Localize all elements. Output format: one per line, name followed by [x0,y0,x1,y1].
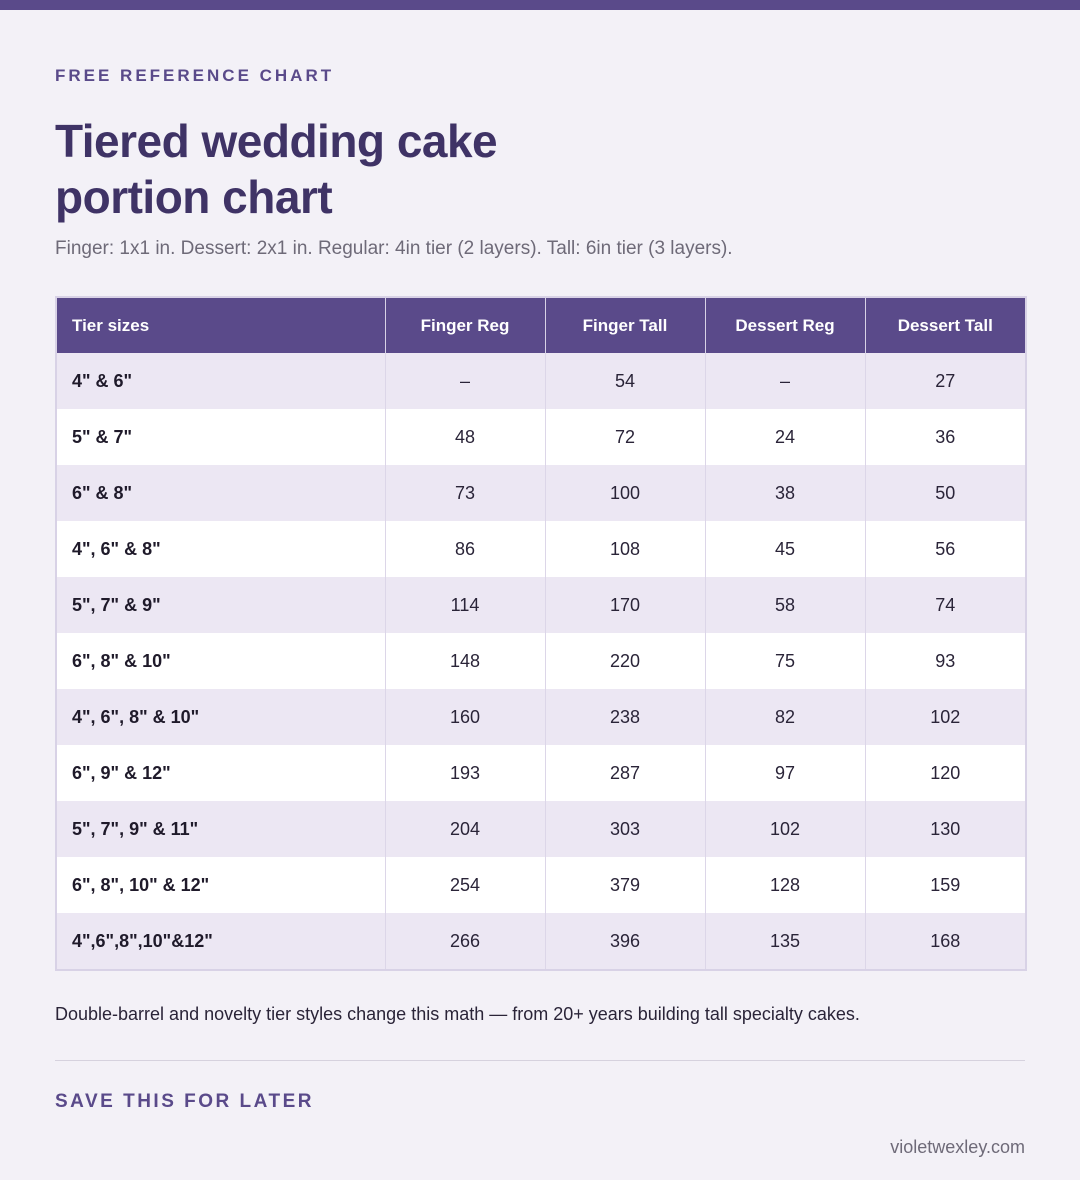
cell-dessert-reg: 24 [705,409,866,465]
cell-finger-reg: – [385,353,546,409]
cell-finger-tall: 100 [545,465,706,521]
cell-tier-sizes: 5" & 7" [57,409,386,465]
table-body: 4" & 6" –54–27 5" & 7" 48 72 24 36 6" & 8" 73 100… [57,353,1025,969]
cell-finger-tall: 54 [545,353,706,409]
cell-tier-sizes: 6", 8" & 10" [57,633,386,689]
eyebrow-label: FREE REFERENCE CHART [55,66,335,85]
portion-table-container: Tier sizes Finger Reg Finger Tall Desser… [55,296,1027,971]
cell-finger-tall: 108 [545,521,706,577]
divider [55,1060,1025,1061]
cell-finger-tall: 72 [545,409,706,465]
cell-finger-tall: 220 [545,633,706,689]
cell-dessert-reg: 38 [705,465,866,521]
cell-tier-sizes: 6", 9" & 12" [57,745,386,801]
cell-dessert-reg: 82 [705,689,866,745]
table-row: 6", 8" & 10" 148 220 75 93 [57,633,1025,689]
cell-dessert-tall: 120 [865,745,1025,801]
table-row: 6" & 8" 73 100 38 50 [57,465,1025,521]
cell-dessert-tall: 56 [865,521,1025,577]
cell-dessert-tall: 74 [865,577,1025,633]
cell-tier-sizes: 6", 8", 10" & 12" [57,857,386,913]
table-header-row: Tier sizes Finger Reg Finger Tall Desser… [57,298,1025,353]
cell-dessert-tall: 36 [865,409,1025,465]
table-row: 6", 9" & 12" 193 287 97 120 [57,745,1025,801]
cell-tier-sizes: 4", 6", 8" & 10" [57,689,386,745]
cell-dessert-reg: 135 [705,913,866,969]
table-row: 4", 6" & 8" 86 108 45 56 [57,521,1025,577]
cell-finger-tall: 238 [545,689,706,745]
site-url: violetwexley.com [890,1137,1025,1157]
cell-dessert-tall: 159 [865,857,1025,913]
cell-finger-reg: 114 [385,577,546,633]
cell-tier-sizes: 5", 7", 9" & 11" [57,801,386,857]
table-row: 5", 7", 9" & 11" 204 303 102 130 [57,801,1025,857]
cell-finger-reg: 254 [385,857,546,913]
portion-table: Tier sizes Finger Reg Finger Tall Desser… [57,298,1025,969]
cell-tier-sizes: 4", 6" & 8" [57,521,386,577]
cell-dessert-tall: 27 [865,353,1025,409]
cell-tier-sizes: 4" & 6" [57,353,386,409]
cell-dessert-tall: 50 [865,465,1025,521]
cell-finger-reg: 160 [385,689,546,745]
footnote: Double-barrel and novelty tier styles ch… [55,1004,860,1024]
cell-finger-tall: 379 [545,857,706,913]
cell-tier-sizes: 4",6",8",10"&12" [57,913,386,969]
cell-dessert-reg: 102 [705,801,866,857]
page-title: Tiered wedding cake portion chart [55,113,498,225]
table-row: 4",6",8",10"&12" 266 396 135 168 [57,913,1025,969]
cell-dessert-tall: 93 [865,633,1025,689]
cell-finger-reg: 204 [385,801,546,857]
table-row: 5", 7" & 9" 114 170 58 74 [57,577,1025,633]
header-finger-reg: Finger Reg [385,298,546,353]
title-line-2: portion chart [55,171,333,223]
cell-finger-reg: 266 [385,913,546,969]
cell-dessert-reg: 97 [705,745,866,801]
cell-tier-sizes: 5", 7" & 9" [57,577,386,633]
header-dessert-tall: Dessert Tall [865,298,1025,353]
header-finger-tall: Finger Tall [545,298,706,353]
table-row: 5" & 7" 48 72 24 36 [57,409,1025,465]
table-row: 6", 8", 10" & 12" 254 379 128 159 [57,857,1025,913]
cell-dessert-reg: – [705,353,866,409]
title-line-1: Tiered wedding cake [55,115,498,167]
header-dessert-reg: Dessert Reg [705,298,866,353]
cell-dessert-tall: 102 [865,689,1025,745]
cell-dessert-reg: 58 [705,577,866,633]
cell-finger-reg: 73 [385,465,546,521]
save-for-later-label: SAVE THIS FOR LATER [55,1091,314,1112]
cell-dessert-reg: 75 [705,633,866,689]
cell-finger-tall: 287 [545,745,706,801]
cell-finger-tall: 303 [545,801,706,857]
cell-dessert-reg: 128 [705,857,866,913]
cell-finger-tall: 396 [545,913,706,969]
cell-finger-reg: 86 [385,521,546,577]
table-row: 4", 6", 8" & 10" 160 238 82 102 [57,689,1025,745]
cell-tier-sizes: 6" & 8" [57,465,386,521]
cell-dessert-reg: 45 [705,521,866,577]
cell-finger-reg: 193 [385,745,546,801]
cell-finger-reg: 48 [385,409,546,465]
top-accent-bar [0,0,1080,10]
cell-dessert-tall: 130 [865,801,1025,857]
cell-dessert-tall: 168 [865,913,1025,969]
cell-finger-tall: 170 [545,577,706,633]
table-row: 4" & 6" –54–27 [57,353,1025,409]
header-tier-sizes: Tier sizes [57,298,386,353]
page-subtitle: Finger: 1x1 in. Dessert: 2x1 in. Regular… [55,238,733,259]
cell-finger-reg: 148 [385,633,546,689]
